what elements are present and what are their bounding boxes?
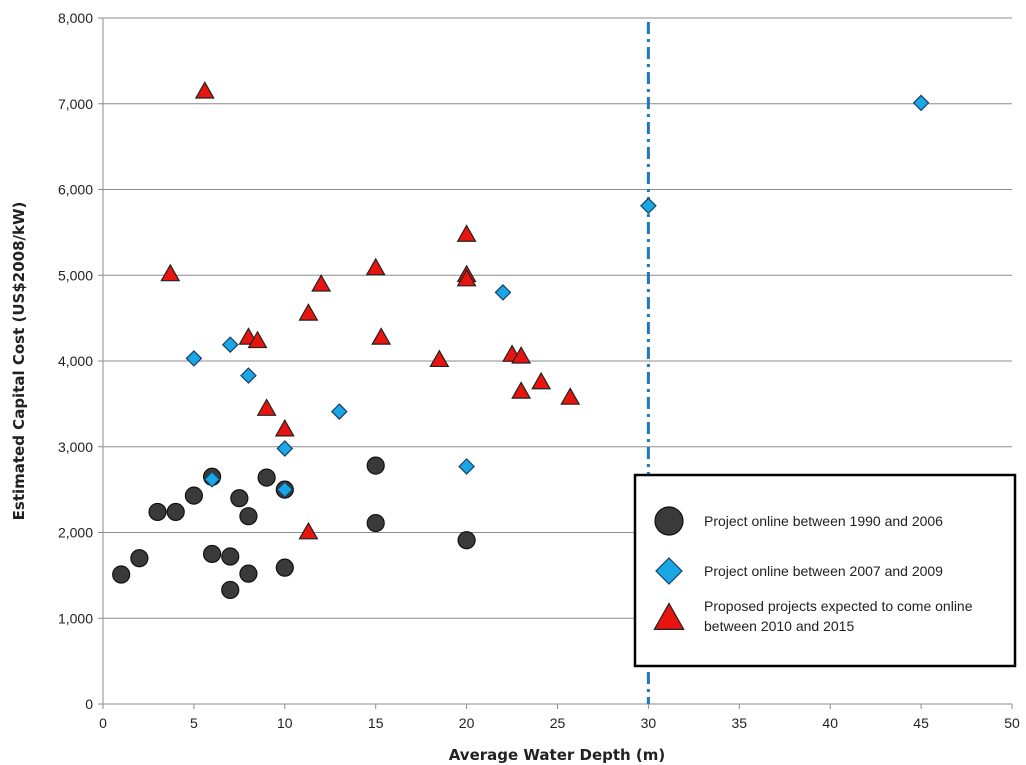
circle-point-3 (148, 502, 167, 522)
triangle-point-9 (298, 521, 319, 540)
circle-point-12 (239, 564, 258, 583)
diamond-point-8 (458, 458, 475, 475)
y-tick-label: 7,000 (58, 96, 93, 112)
circle-point-18 (457, 531, 476, 550)
circle-point-13 (257, 468, 276, 487)
diamond-point-5 (276, 440, 294, 457)
triangle-point-11 (371, 327, 392, 345)
legend-box (633, 473, 1017, 668)
x-tick-label: 30 (641, 715, 657, 731)
circle-point-11 (239, 507, 258, 526)
diamond-point-11 (912, 94, 930, 112)
triangle-point-8 (311, 274, 332, 292)
triangle-point-6 (274, 418, 295, 437)
circle-point-7 (202, 544, 222, 564)
y-axis-title: Estimated Capital Cost (US$2008/kW) (10, 202, 28, 521)
triangle-point-15 (456, 268, 477, 287)
triangle-point-1 (194, 81, 215, 99)
triangle-point-18 (511, 381, 532, 399)
x-tick-label: 40 (822, 715, 838, 731)
circle-point-17 (366, 513, 385, 533)
triangle-point-20 (560, 387, 581, 405)
legend-item-1: Project online between 1990 and 2006 (654, 506, 943, 536)
x-tick-label: 25 (550, 715, 566, 731)
x-tick-label: 15 (368, 715, 384, 731)
x-tick-label: 20 (459, 715, 475, 731)
circle-point-16 (366, 456, 385, 475)
x-tick-label: 0 (99, 715, 107, 731)
legend-item-2: Project online between 2007 and 2009 (655, 557, 943, 585)
triangle-point-10 (365, 257, 386, 276)
x-tick-label: 5 (190, 715, 198, 731)
legend-diamond-marker (655, 557, 683, 585)
legend: Project online between 1990 and 2006 Proj… (633, 473, 1017, 668)
legend-triangle-marker (653, 602, 685, 630)
y-tick-label: 0 (85, 696, 93, 712)
x-axis-ticks: 0 5 10 15 20 25 30 35 40 45 50 (99, 704, 1020, 731)
circle-point-1 (112, 565, 131, 584)
data-points (112, 81, 930, 600)
circle-point-10 (230, 489, 249, 508)
diamond-point-7 (330, 403, 348, 420)
circle-point-15 (275, 558, 294, 577)
triangle-point-12 (429, 349, 450, 368)
diamond-point-9 (494, 284, 512, 301)
series-1 (112, 456, 476, 600)
x-tick-label: 10 (277, 715, 293, 731)
legend-label: Proposed projects expected to come onlin… (704, 598, 973, 634)
diamond-point-3 (221, 336, 239, 354)
triangle-point-7 (298, 303, 319, 321)
triangle-point-5 (256, 398, 277, 416)
legend-label: Project online between 2007 and 2009 (704, 563, 943, 579)
triangle-point-2 (160, 263, 181, 282)
series-2 (185, 94, 930, 498)
legend-item-3: Proposed projects expected to come onlin… (653, 598, 973, 634)
y-tick-label: 1,000 (58, 610, 93, 626)
circle-point-8 (221, 547, 240, 566)
y-tick-label: 3,000 (58, 439, 93, 455)
diamond-point-1 (185, 350, 203, 367)
triangle-point-13 (456, 224, 477, 242)
y-tick-label: 5,000 (58, 267, 93, 283)
circle-point-5 (184, 486, 203, 505)
diamond-point-10 (640, 197, 657, 215)
legend-circle-marker (654, 506, 684, 536)
diamond-point-4 (240, 367, 257, 384)
x-axis-title: Average Water Depth (m) (449, 746, 666, 764)
diamond-point-2 (203, 470, 221, 488)
x-tick-label: 50 (1004, 715, 1020, 731)
legend-label: Project online between 1990 and 2006 (704, 513, 943, 529)
y-tick-label: 8,000 (58, 10, 93, 26)
circle-point-9 (221, 580, 240, 600)
gridlines (103, 17, 1012, 619)
circle-point-4 (166, 502, 185, 522)
x-tick-label: 35 (732, 715, 748, 731)
y-tick-label: 2,000 (58, 525, 93, 541)
y-tick-label: 6,000 (58, 182, 93, 198)
y-tick-label: 4,000 (58, 353, 93, 369)
triangle-point-19 (531, 371, 552, 390)
triangle-point-17 (511, 346, 532, 364)
triangle-point-4 (247, 330, 268, 349)
diamond-point-6 (276, 481, 294, 498)
circle-point-2 (130, 549, 149, 568)
series-3 (160, 81, 581, 540)
x-tick-label: 45 (913, 715, 929, 731)
y-axis-ticks: 0 1,000 2,000 3,000 4,000 5,000 6,000 7,000 8,00… (58, 10, 103, 712)
